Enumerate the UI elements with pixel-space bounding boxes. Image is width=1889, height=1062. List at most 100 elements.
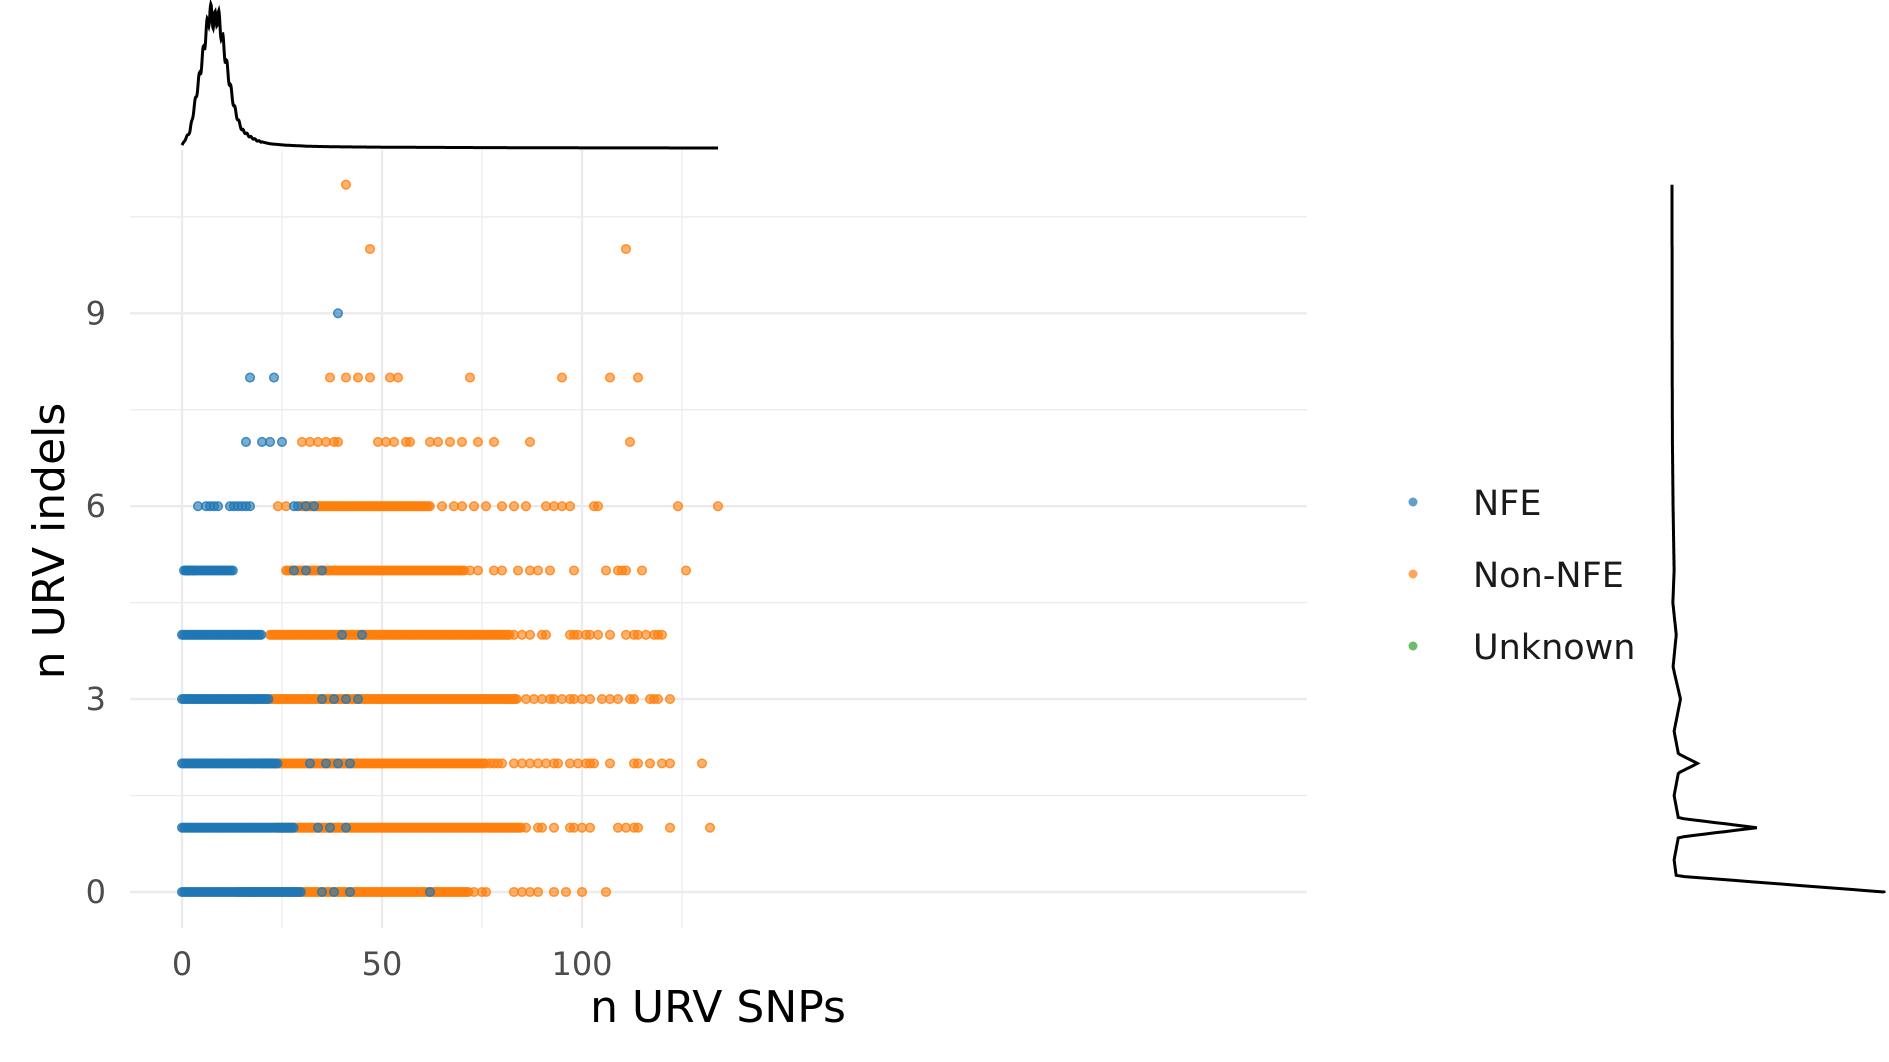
- x-tick-label: 100: [551, 945, 612, 983]
- point-non-nfe: [624, 436, 636, 447]
- point-nfe: [332, 308, 344, 319]
- point-nfe: [227, 565, 238, 576]
- point-non-nfe: [632, 758, 644, 769]
- point-non-nfe: [540, 629, 552, 640]
- point-non-nfe: [472, 436, 484, 447]
- point-nfe: [295, 886, 306, 898]
- point-non-nfe: [468, 501, 480, 512]
- point-non-nfe: [496, 565, 508, 576]
- point-non-nfe: [568, 565, 580, 576]
- point-nfe: [344, 758, 356, 769]
- x-tick-label: 0: [172, 945, 192, 983]
- point-non-nfe: [592, 629, 604, 640]
- point-non-nfe: [604, 629, 616, 640]
- point-non-nfe: [520, 501, 532, 512]
- point-nfe: [316, 886, 328, 898]
- point-nfe: [424, 886, 436, 898]
- point-non-nfe: [588, 758, 600, 769]
- legend-marker-unknown: [1408, 641, 1418, 651]
- point-nfe: [336, 629, 348, 640]
- point-nfe: [300, 565, 312, 576]
- point-non-nfe: [340, 179, 352, 190]
- point-non-nfe: [436, 501, 448, 512]
- y-marginal-density: [1670, 184, 1886, 894]
- y-tick-label: 9: [86, 294, 106, 332]
- y-tick-label: 6: [86, 487, 106, 525]
- legend-label-non-nfe: Non-NFE: [1473, 556, 1624, 596]
- point-non-nfe: [600, 565, 612, 576]
- point-non-nfe: [556, 372, 568, 383]
- point-non-nfe: [712, 501, 724, 512]
- point-nfe: [308, 501, 320, 512]
- point-nfe: [340, 694, 352, 705]
- point-non-nfe: [456, 436, 468, 447]
- point-non-nfe: [532, 886, 544, 898]
- point-nfe: [240, 436, 252, 447]
- point-non-nfe: [472, 565, 484, 576]
- point-non-nfe: [488, 436, 500, 447]
- point-nfe: [340, 822, 352, 833]
- point-non-nfe: [432, 436, 444, 447]
- point-non-nfe: [532, 565, 544, 576]
- x-tick-label: 50: [362, 945, 403, 983]
- point-non-nfe: [511, 694, 522, 705]
- point-nfe: [328, 694, 340, 705]
- point-non-nfe: [696, 758, 708, 769]
- point-nfe: [276, 436, 288, 447]
- point-nfe: [272, 758, 283, 769]
- point-nfe: [263, 694, 274, 705]
- y-axis-title: n URV indels: [24, 403, 75, 680]
- point-non-nfe: [552, 758, 564, 769]
- point-non-nfe: [644, 758, 656, 769]
- point-nfe: [264, 436, 276, 447]
- point-non-nfe: [632, 372, 644, 383]
- point-non-nfe: [664, 822, 676, 833]
- point-nfe: [352, 694, 364, 705]
- grid-lines: [130, 150, 1307, 928]
- point-nfe: [332, 758, 344, 769]
- y-tick-label: 0: [86, 873, 106, 911]
- y-tick-label: 3: [86, 680, 106, 718]
- point-non-nfe: [480, 501, 492, 512]
- point-non-nfe: [704, 822, 716, 833]
- point-non-nfe: [548, 886, 560, 898]
- point-non-nfe: [548, 822, 560, 833]
- point-nfe: [324, 822, 336, 833]
- point-non-nfe: [332, 436, 344, 447]
- point-nfe: [316, 694, 328, 705]
- point-non-nfe: [636, 565, 648, 576]
- point-non-nfe: [564, 501, 576, 512]
- point-non-nfe: [404, 436, 416, 447]
- x-axis-title: n URV SNPs: [590, 982, 846, 1033]
- point-non-nfe: [620, 565, 632, 576]
- legend-marker-nfe: [1408, 497, 1418, 507]
- point-non-nfe: [672, 501, 684, 512]
- point-nfe: [320, 758, 332, 769]
- point-non-nfe: [656, 629, 668, 640]
- y-axis-ticks: 0 3 6 9: [86, 294, 106, 911]
- point-nfe: [188, 565, 200, 576]
- legend-label-nfe: NFE: [1473, 484, 1541, 524]
- x-axis-ticks: 0 50 100: [172, 945, 613, 983]
- point-non-nfe: [628, 694, 640, 705]
- point-non-nfe: [524, 629, 536, 640]
- point-nfe: [288, 822, 299, 833]
- point-non-nfe: [456, 501, 468, 512]
- point-non-nfe: [480, 886, 492, 898]
- point-non-nfe: [512, 565, 524, 576]
- point-non-nfe: [520, 822, 532, 833]
- point-non-nfe: [324, 372, 336, 383]
- point-nfe: [328, 886, 340, 898]
- data-points: [176, 179, 724, 898]
- point-nfe: [312, 822, 324, 833]
- point-nfe: [244, 501, 256, 512]
- point-nfe: [268, 372, 280, 383]
- point-non-nfe: [464, 372, 476, 383]
- point-non-nfe: [544, 565, 556, 576]
- point-non-nfe: [496, 758, 508, 769]
- point-non-nfe: [524, 436, 536, 447]
- point-non-nfe: [664, 694, 676, 705]
- point-non-nfe: [508, 501, 520, 512]
- legend: NFE Non-NFE Unknown: [1408, 484, 1635, 668]
- point-non-nfe: [444, 436, 456, 447]
